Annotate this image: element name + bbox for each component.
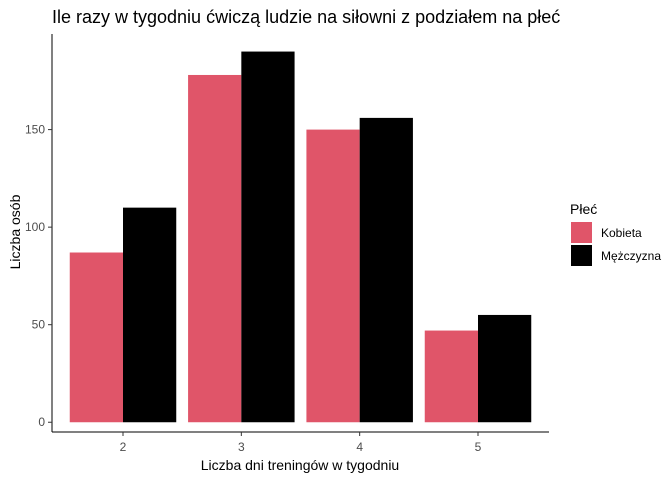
y-tick-label: 150 <box>25 123 45 137</box>
legend-label: Kobieta <box>601 226 642 240</box>
y-tick-label: 50 <box>32 318 46 332</box>
legend-swatch-mężczyzna <box>571 245 592 266</box>
bar-kobieta-4 <box>306 129 360 423</box>
bar-mężczyzna-4 <box>359 117 413 423</box>
x-tick-label: 2 <box>120 440 127 454</box>
bar-mężczyzna-3 <box>241 51 295 423</box>
y-axis-ticks: 0 50 100 150 <box>25 123 52 429</box>
bar-kobieta-2 <box>69 252 123 423</box>
legend: Płeć Kobieta Mężczyzna <box>570 201 661 266</box>
bar-kobieta-5 <box>424 330 478 423</box>
bar-mężczyzna-2 <box>123 207 177 423</box>
x-axis-title: Liczba dni treningów w tygodniu <box>201 457 399 473</box>
bar-kobieta-3 <box>188 74 242 423</box>
x-tick-label: 3 <box>238 440 245 454</box>
legend-label: Mężczyzna <box>601 249 661 263</box>
legend-title: Płeć <box>570 201 597 217</box>
bars-layer <box>69 51 532 423</box>
y-tick-label: 0 <box>38 415 45 429</box>
legend-swatch-kobieta <box>571 222 592 243</box>
y-tick-label: 100 <box>25 220 45 234</box>
x-tick-label: 5 <box>475 440 482 454</box>
chart-title: Ile razy w tygodniu ćwiczą ludzie na sił… <box>52 7 560 27</box>
y-axis-title: Liczba osób <box>7 194 23 269</box>
bar-mężczyzna-5 <box>478 314 532 423</box>
x-tick-label: 4 <box>356 440 363 454</box>
x-axis-ticks: 2 3 4 5 <box>120 432 482 454</box>
